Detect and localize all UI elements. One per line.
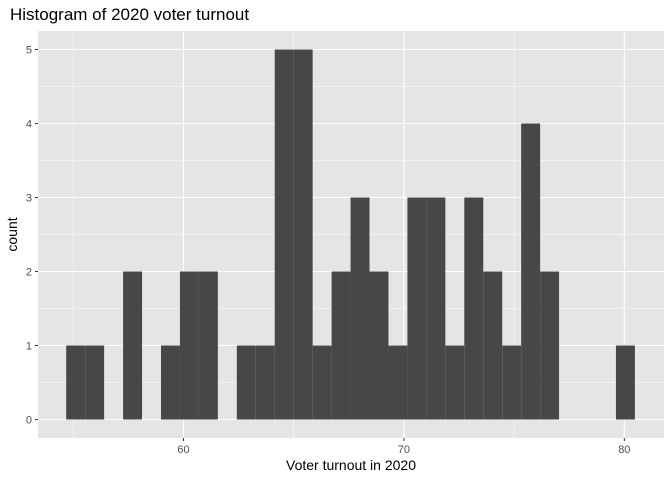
histogram-bar [255,345,275,420]
histogram-bar [66,345,86,420]
x-tick-label: 60 [177,444,189,456]
histogram-bar [85,345,105,420]
y-tick-label: 0 [26,415,32,427]
y-axis-title: count [4,217,20,251]
histogram-bar [198,271,218,420]
histogram-bar [540,271,560,420]
histogram-bar [388,345,408,420]
histogram-bar [445,345,465,420]
y-tick-label: 1 [26,341,32,353]
histogram-bar [160,345,180,420]
histogram-bar [521,123,541,420]
histogram-bar [236,345,256,420]
histogram-bar [274,49,294,420]
y-tick-label: 3 [26,193,32,205]
x-axis-title: Voter turnout in 2020 [286,457,416,473]
x-tick-label: 70 [398,444,410,456]
bars [66,49,635,420]
y-axis: 0 1 2 3 4 5 [26,45,38,427]
histogram-bar [293,49,313,420]
x-tick-label: 80 [618,444,630,456]
y-tick-label: 2 [26,267,32,279]
histogram-bar [179,271,199,420]
histogram-bar [502,345,522,420]
y-tick-label: 5 [26,45,32,57]
histogram-bar [331,271,351,420]
histogram-bar [615,345,635,420]
histogram-bar [312,345,332,420]
histogram-bar [123,271,143,420]
x-axis: 60 70 80 [177,438,630,456]
histogram-bar [483,271,503,420]
y-tick-label: 4 [26,119,32,131]
histogram-bar [464,197,484,420]
histogram-bar [350,197,370,420]
histogram-bar [369,271,389,420]
histogram-bar [426,197,446,420]
histogram-bar [407,197,427,420]
chart-title: Histogram of 2020 voter turnout [10,5,249,24]
